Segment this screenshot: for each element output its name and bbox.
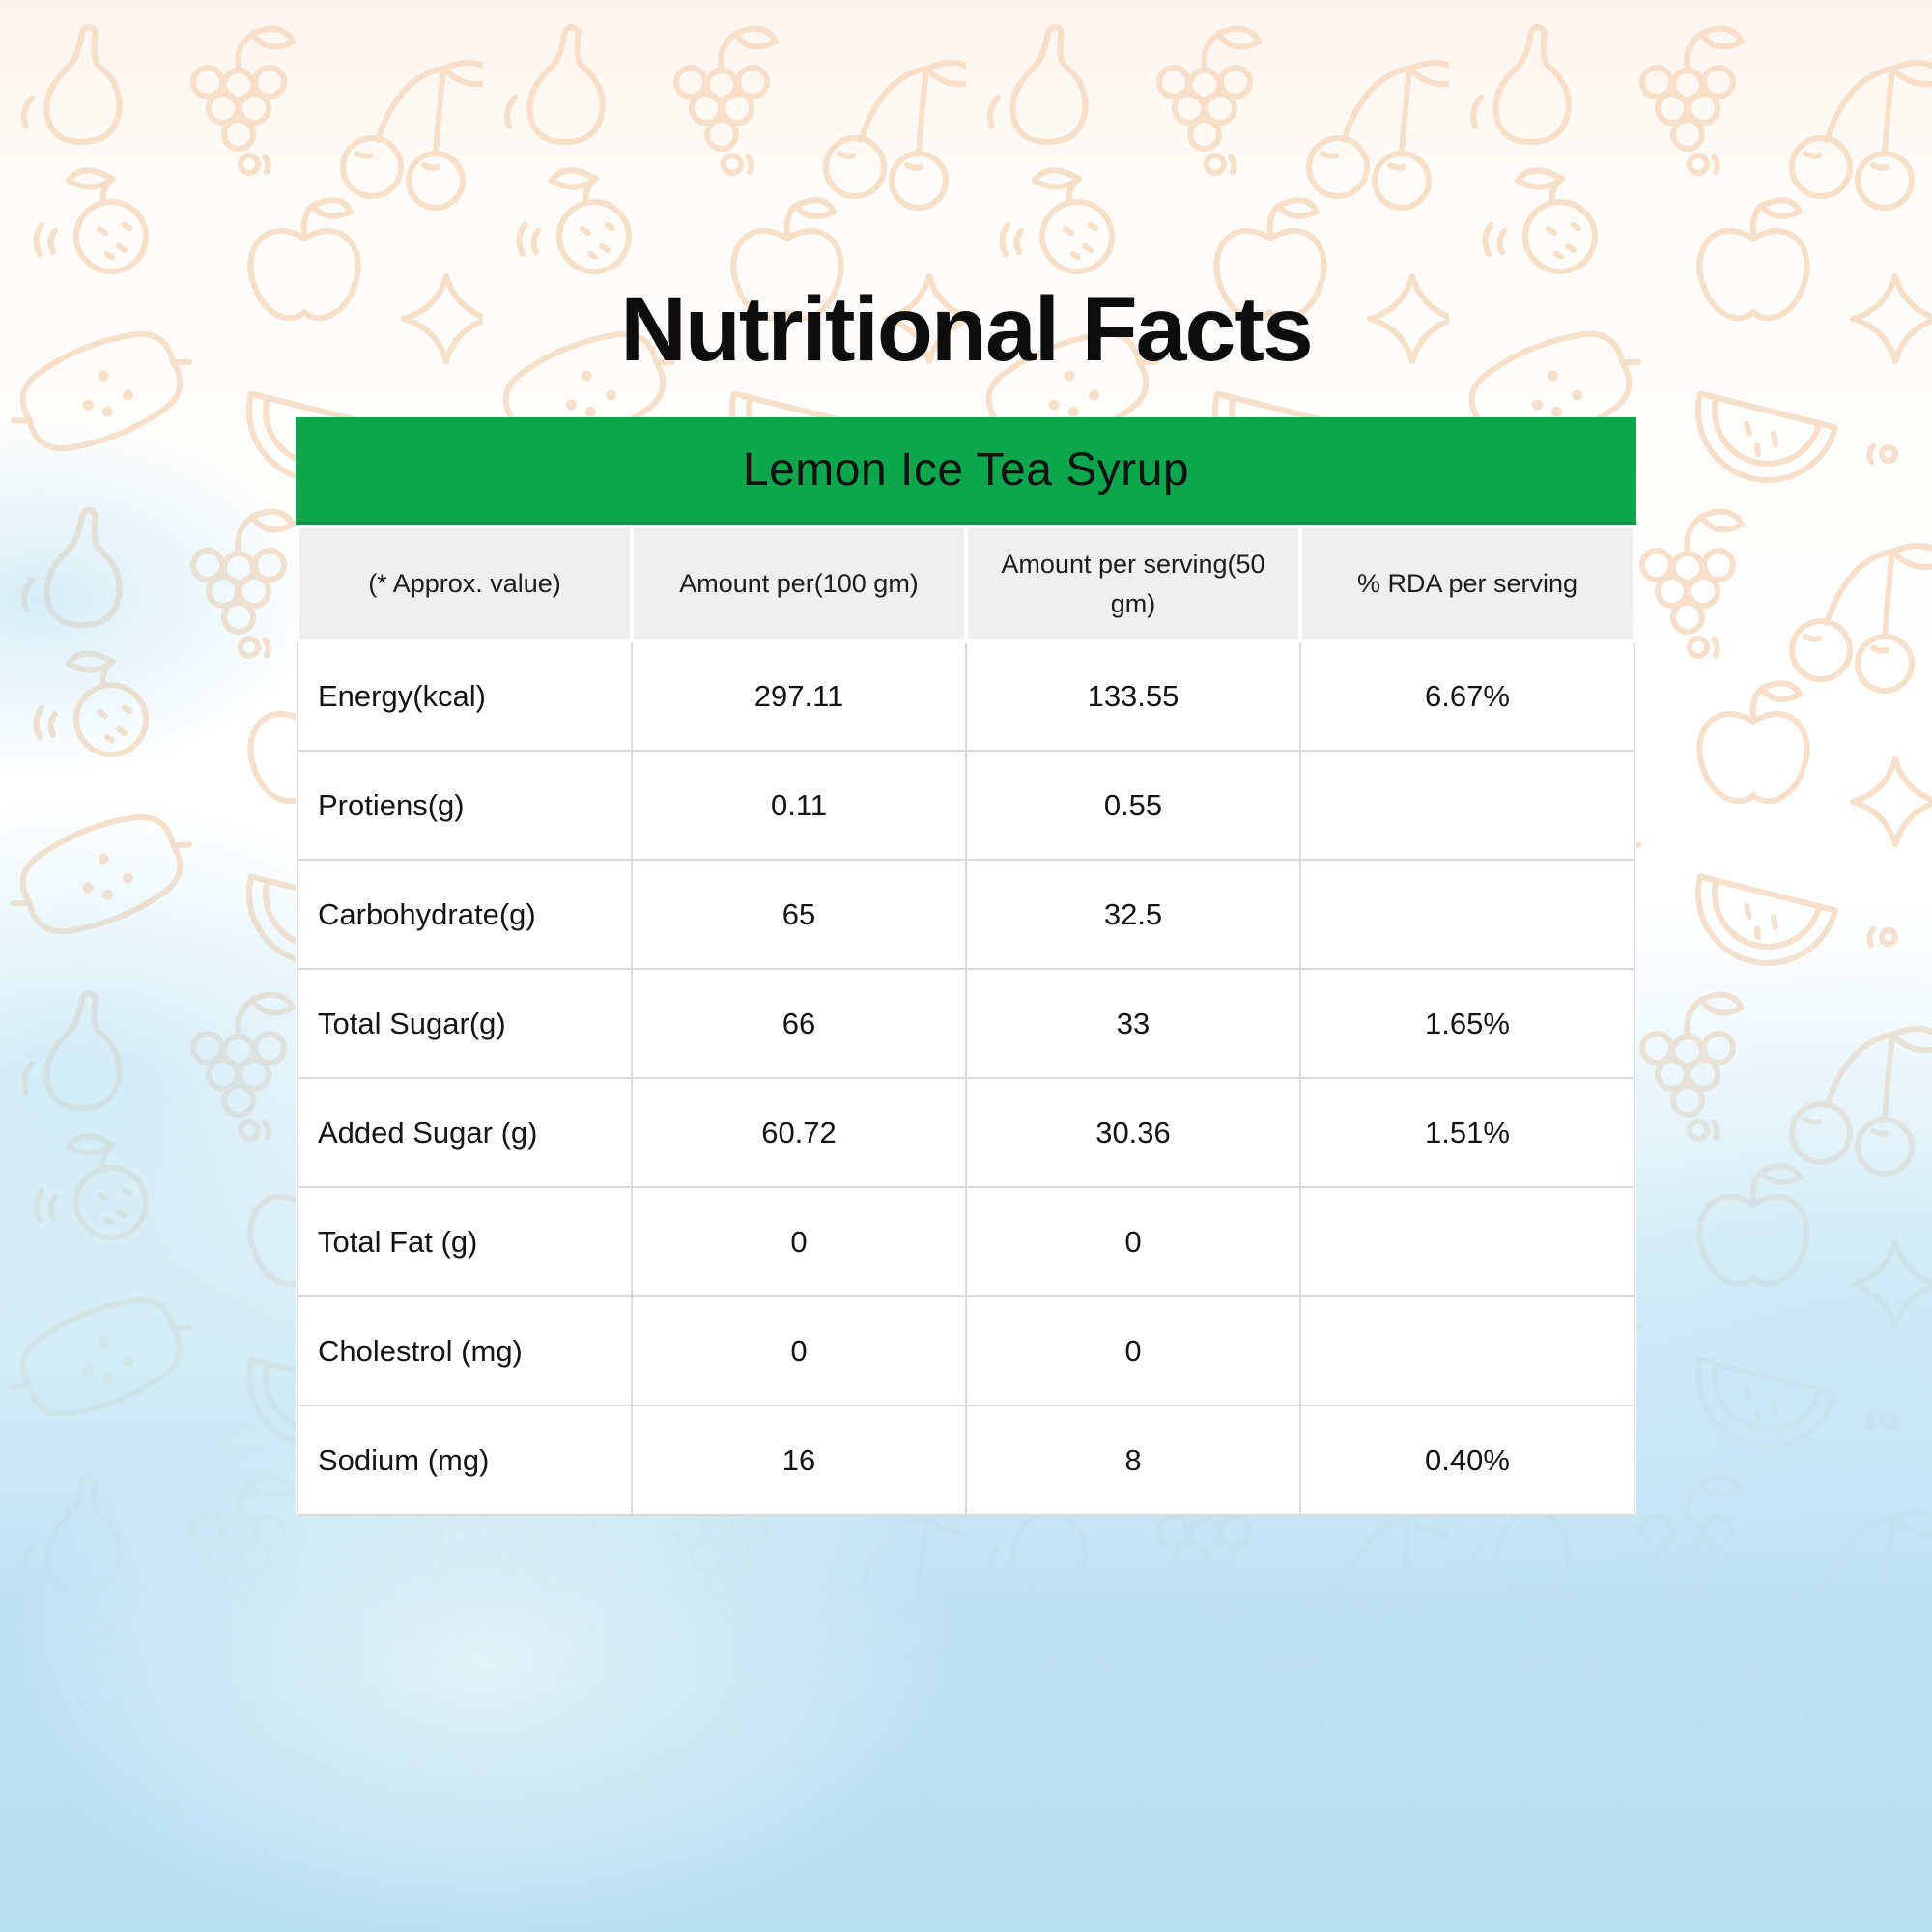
value-rda — [1299, 750, 1635, 861]
table-row-energy: Energy(kcal) 297.11 133.55 6.67% — [297, 640, 1635, 752]
value-per-serving: 8 — [965, 1405, 1301, 1516]
table-row-carbohydrate: Carbohydrate(g) 65 32.5 — [297, 859, 1635, 970]
page-title: Nutritional Facts — [620, 278, 1314, 381]
value-rda: 0.40% — [1299, 1405, 1635, 1516]
col-header-amount-per-serving: Amount per serving(50 gm) — [964, 525, 1302, 643]
value-rda: 1.51% — [1299, 1077, 1635, 1188]
value-per-100gm: 0.11 — [631, 750, 967, 861]
nutrition-table: (* Approx. value) Amount per(100 gm) Amo… — [296, 525, 1636, 1516]
value-per-serving: 133.55 — [965, 640, 1301, 752]
header-row: (* Approx. value) Amount per(100 gm) Amo… — [296, 525, 1636, 643]
value-per-100gm: 60.72 — [631, 1077, 967, 1188]
col-header-rda-per-serving: % RDA per serving — [1298, 525, 1636, 643]
value-rda: 6.67% — [1299, 640, 1635, 752]
product-name: Lemon Ice Tea Syrup — [742, 443, 1190, 496]
value-per-serving: 30.36 — [965, 1077, 1301, 1188]
table-body: Energy(kcal) 297.11 133.55 6.67% Protien… — [297, 640, 1635, 1516]
table-header: (* Approx. value) Amount per(100 gm) Amo… — [296, 525, 1636, 643]
value-rda — [1299, 1295, 1635, 1406]
table-row-added-sugar: Added Sugar (g) 60.72 30.36 1.51% — [297, 1077, 1635, 1188]
value-per-serving: 0 — [965, 1186, 1301, 1297]
col-header-amount-per-100gm: Amount per(100 gm) — [630, 525, 968, 643]
row-label: Energy(kcal) — [297, 640, 633, 752]
value-per-100gm: 65 — [631, 859, 967, 970]
value-rda: 1.65% — [1299, 968, 1635, 1079]
row-label: Carbohydrate(g) — [297, 859, 633, 970]
table-row-total-fat: Total Fat (g) 0 0 — [297, 1186, 1635, 1297]
value-per-100gm: 16 — [631, 1405, 967, 1516]
table-row-sodium: Sodium (mg) 16 8 0.40% — [297, 1405, 1635, 1516]
value-per-100gm: 297.11 — [631, 640, 967, 752]
table-row-cholesterol: Cholestrol (mg) 0 0 — [297, 1295, 1635, 1406]
row-label: Protiens(g) — [297, 750, 633, 861]
value-per-serving: 33 — [965, 968, 1301, 1079]
col-header-approx-value: (* Approx. value) — [296, 525, 634, 643]
value-rda — [1299, 1186, 1635, 1297]
value-per-100gm: 0 — [631, 1186, 967, 1297]
value-per-serving: 0.55 — [965, 750, 1301, 861]
row-label: Total Fat (g) — [297, 1186, 633, 1297]
value-per-100gm: 66 — [631, 968, 967, 1079]
value-per-serving: 0 — [965, 1295, 1301, 1406]
value-per-100gm: 0 — [631, 1295, 967, 1406]
product-name-bar: Lemon Ice Tea Syrup — [296, 417, 1636, 525]
row-label: Cholestrol (mg) — [297, 1295, 633, 1406]
row-label: Added Sugar (g) — [297, 1077, 633, 1188]
row-label: Sodium (mg) — [297, 1405, 633, 1516]
value-rda — [1299, 859, 1635, 970]
table-row-total-sugar: Total Sugar(g) 66 33 1.65% — [297, 968, 1635, 1079]
value-per-serving: 32.5 — [965, 859, 1301, 970]
row-label: Total Sugar(g) — [297, 968, 633, 1079]
table-row-proteins: Protiens(g) 0.11 0.55 — [297, 750, 1635, 861]
